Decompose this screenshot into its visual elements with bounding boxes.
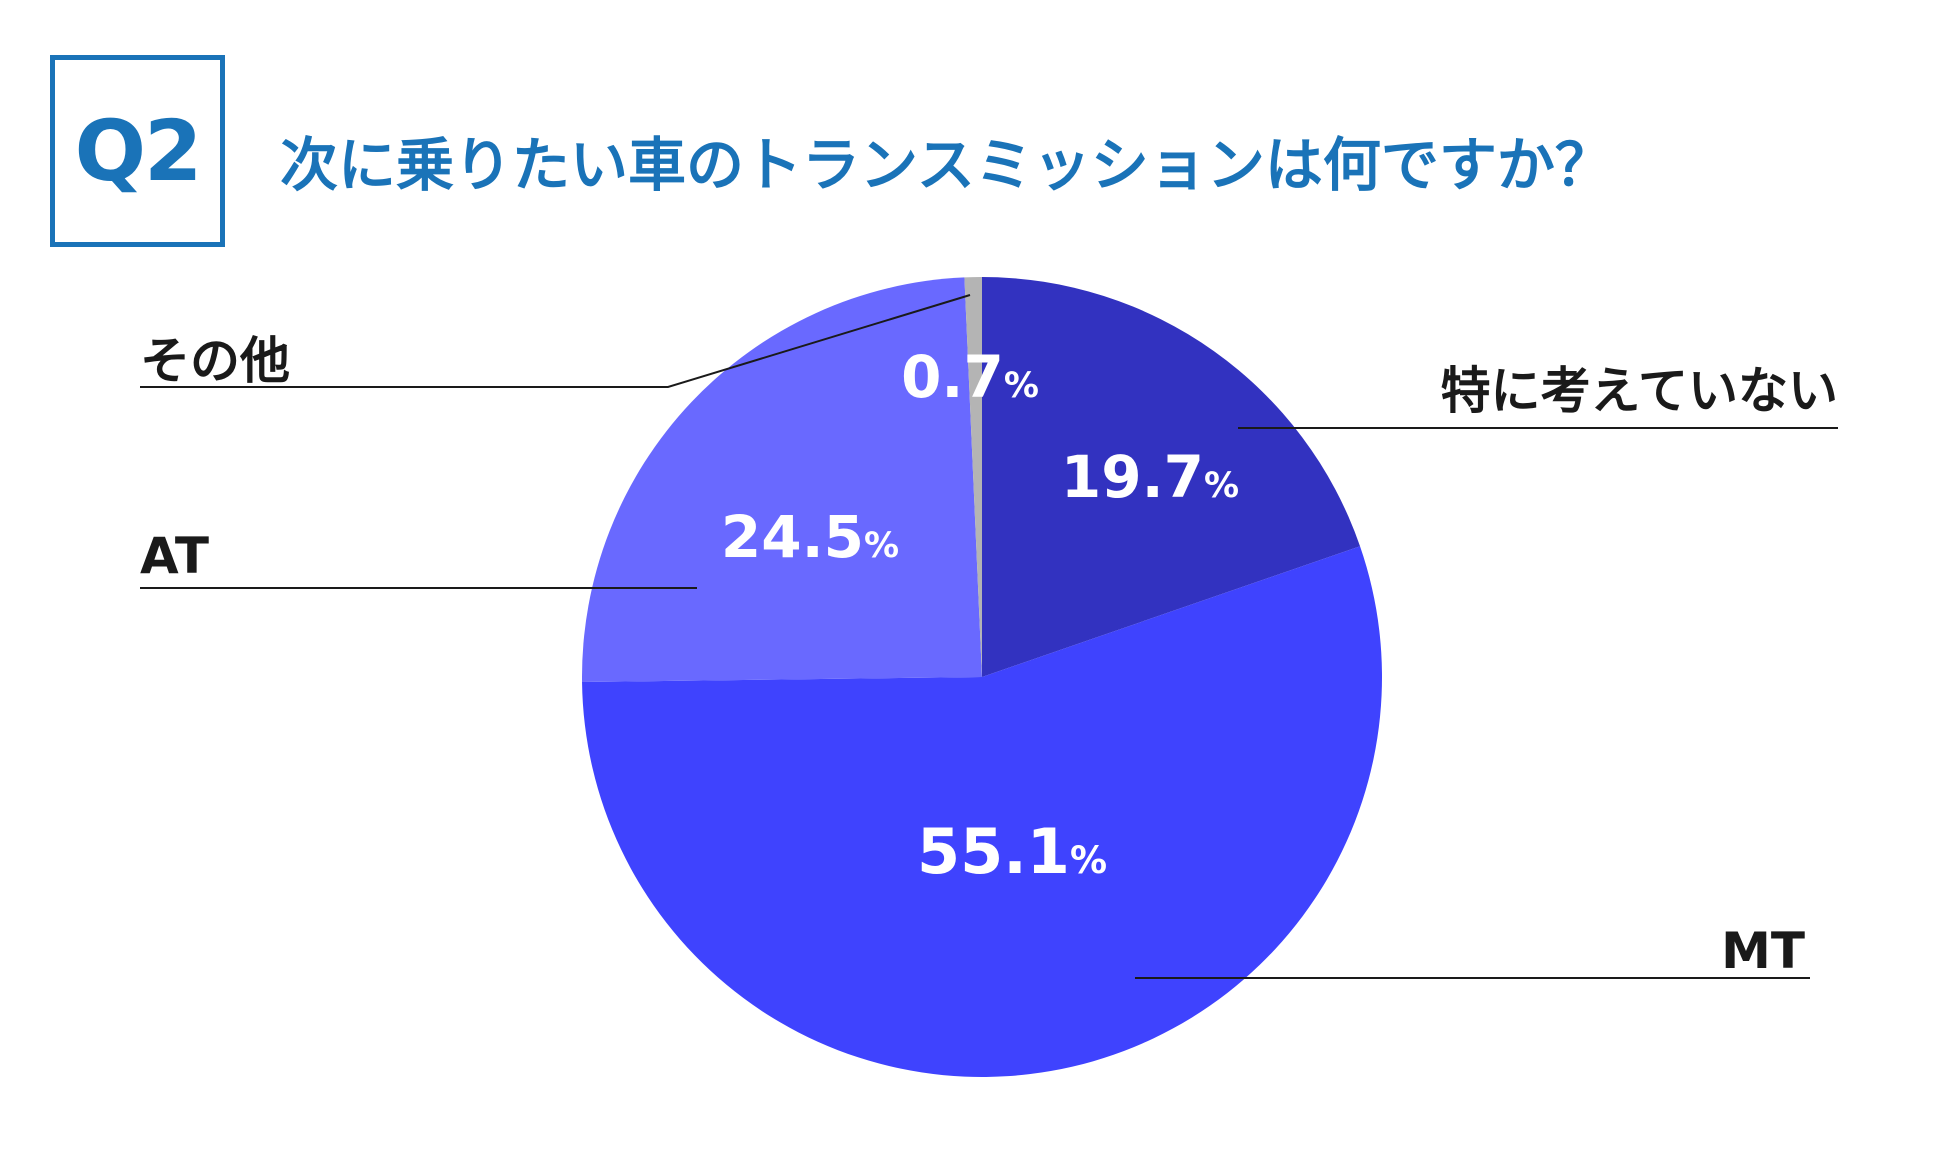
category-label-0: 特に考えていない <box>1441 362 1839 420</box>
pie-slice-0 <box>982 277 1361 677</box>
pie-slice-3 <box>964 277 982 677</box>
category-label-2: AT <box>140 527 209 585</box>
data-label-unit-0: % <box>1204 466 1239 506</box>
question-number: Q2 <box>74 102 203 200</box>
data-label-value-3: 0.7 <box>901 343 1004 411</box>
data-label-0: 19.7% <box>1061 443 1239 511</box>
data-label-value-2: 24.5 <box>721 503 864 571</box>
pie-slice-2 <box>581 277 982 683</box>
data-label-unit-3: % <box>1004 366 1039 406</box>
category-label-3: その他 <box>140 332 290 390</box>
data-label-3: 0.7% <box>901 343 1039 411</box>
data-label-unit-2: % <box>864 526 899 566</box>
pie-slices <box>581 277 1382 1078</box>
data-label-unit-1: % <box>1070 839 1107 882</box>
leader-lines <box>140 294 1838 979</box>
category-label-1: MT <box>1721 922 1805 980</box>
data-label-2: 24.5% <box>721 503 899 571</box>
data-label-value-1: 55.1 <box>917 815 1070 888</box>
pie-slice-1 <box>582 546 1382 1078</box>
data-label-1: 55.1% <box>917 815 1107 888</box>
data-label-value-0: 19.7 <box>1061 443 1204 511</box>
leader-line-3 <box>140 294 971 388</box>
question-number-box: Q2 <box>50 55 225 247</box>
question-title: 次に乗りたい車のトランスミッションは何ですか？ <box>280 131 1613 199</box>
category-labels: 特に考えていない MT AT その他 <box>140 332 1838 980</box>
data-labels: 19.7%55.1%24.5%0.7% <box>721 343 1239 888</box>
